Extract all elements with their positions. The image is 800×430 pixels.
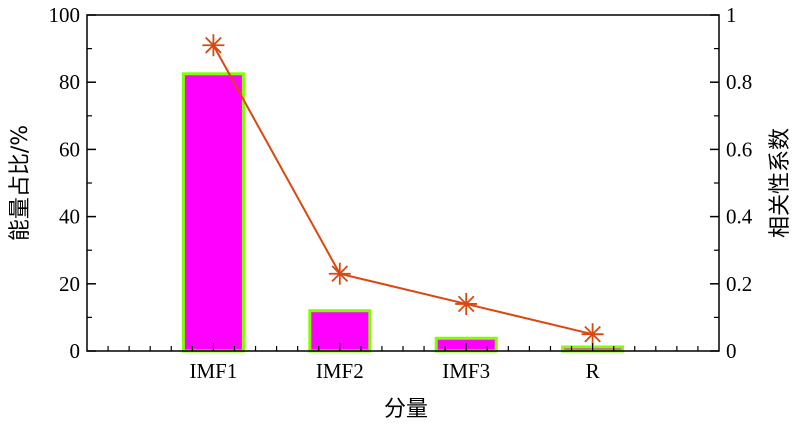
axes — [86, 14, 720, 352]
y-tick-label: 100 — [49, 3, 81, 27]
y2-tick-label: 0.6 — [726, 137, 752, 161]
x-axis-title: 分量 — [384, 397, 428, 422]
y-tick-label: 80 — [59, 70, 80, 94]
y2-axis-title: 相关性系数 — [768, 128, 793, 238]
y-tick-label: 20 — [59, 272, 80, 296]
x-tick-label: IMF2 — [316, 359, 364, 383]
y-tick-label: 60 — [59, 137, 80, 161]
x-tick-label: IMF1 — [189, 359, 237, 383]
asterisk-marker-imf3 — [455, 292, 478, 315]
correlation-line — [212, 44, 593, 336]
y2-tick-label: 0 — [726, 339, 737, 363]
plot-frame — [86, 14, 720, 352]
y-tick-label: 40 — [59, 205, 80, 229]
y2-tick-label: 0.4 — [726, 205, 753, 229]
y-axis-title: 能量占比/% — [8, 125, 33, 241]
asterisk-marker-r — [581, 323, 604, 346]
y2-tick-label: 1 — [726, 3, 737, 27]
correlation-line-group — [202, 34, 604, 346]
x-tick-label: R — [586, 359, 600, 383]
bar-imf1 — [181, 72, 245, 353]
y-tick-label: 0 — [70, 339, 81, 363]
asterisk-marker-imf1 — [202, 34, 225, 57]
asterisk-marker-imf2 — [328, 262, 351, 285]
tick-group: 0 20 40 60 80 100 0 0.2 0.4 0.6 0.8 1 IMF1 IMF2 IMF3 R — [49, 3, 753, 383]
y2-tick-label: 0.2 — [726, 272, 752, 296]
x-tick-label: IMF3 — [442, 359, 490, 383]
bar-group — [181, 72, 625, 353]
y2-tick-label: 0.8 — [726, 70, 752, 94]
